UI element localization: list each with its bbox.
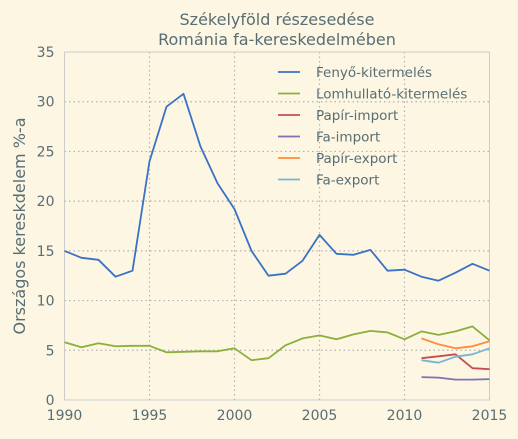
legend: Fenyő-kitermelés Lomhullató-kitermelés Pap…: [278, 65, 467, 189]
y-tick-label: 0: [46, 393, 55, 409]
grid: [64, 52, 490, 400]
chart-title-line-1: Székelyföld részesedése: [180, 10, 375, 29]
y-tick-label: 30: [37, 95, 55, 111]
series-line-6: [421, 347, 490, 364]
legend-label: Fenyő-kitermelés: [316, 65, 432, 81]
x-tick-label: 1990: [47, 408, 83, 424]
x-tick-label: 2005: [302, 408, 338, 424]
series-line-3: [421, 353, 490, 371]
series-line-2: [64, 325, 491, 362]
legend-label: Papír-export: [316, 151, 397, 167]
series-line-4: [421, 376, 490, 381]
y-tick-label: 35: [37, 45, 55, 61]
y-tick-label: 20: [37, 194, 55, 210]
legend-label: Fa-export: [316, 173, 379, 189]
x-tick-label: 2015: [472, 408, 508, 424]
y-axis-label: Országos kereskdelem %-a: [10, 117, 29, 334]
y-tick-label: 25: [37, 144, 55, 160]
y-tick-label: 15: [37, 244, 55, 260]
y-tick-label: 5: [46, 343, 55, 359]
x-tick-label: 1995: [132, 408, 168, 424]
x-tick-label: 2010: [387, 408, 423, 424]
tick-labels: 1990 1995 2000 2005 2010 2015 0 5 10 15 20 25 30 35: [37, 45, 508, 424]
x-tick-label: 2000: [217, 408, 253, 424]
series-line-5: [421, 337, 490, 350]
chart-title-line-2: Románia fa-kereskedelmében: [158, 30, 396, 49]
legend-label: Papír-import: [316, 108, 398, 124]
legend-label: Fa-import: [316, 130, 380, 146]
legend-label: Lomhullató-kitermelés: [316, 87, 467, 103]
series-line-1: [64, 92, 490, 282]
plot-area-frame: [64, 51, 490, 401]
y-tick-label: 10: [37, 294, 55, 310]
series-lines: [64, 92, 491, 381]
